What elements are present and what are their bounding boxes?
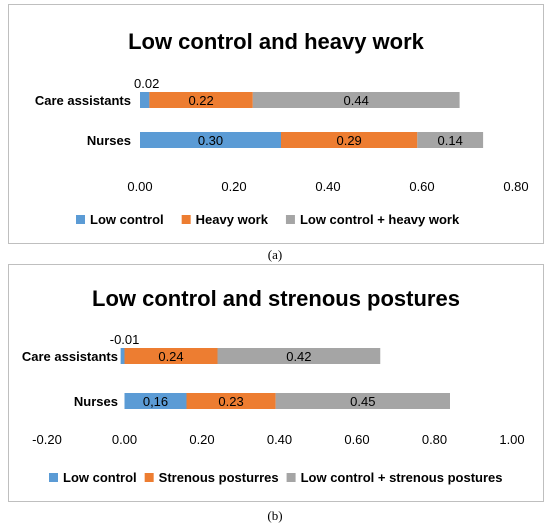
legend-label: Low control + heavy work	[300, 212, 460, 227]
legend-swatch	[286, 473, 296, 482]
chart-title: Low control and heavy work	[128, 29, 425, 54]
category-label: Nurses	[87, 133, 131, 148]
data-label: 0.14	[438, 133, 463, 148]
x-tick-label: 1.00	[499, 432, 524, 447]
legend-label: Strenous posturres	[159, 470, 279, 485]
chart-title: Low control and strenous postures	[92, 286, 460, 311]
bar-segment	[124, 348, 218, 364]
x-tick-label: 0.60	[344, 432, 369, 447]
caption-b: (b)	[267, 508, 283, 523]
bar-segment	[275, 393, 450, 409]
data-label: 0.22	[188, 93, 213, 108]
x-tick-label: 0.00	[112, 432, 137, 447]
bar-segment	[417, 132, 484, 148]
bar-segment	[281, 132, 418, 148]
x-tick-label: 0.20	[221, 179, 246, 194]
x-tick-label: 0.80	[422, 432, 447, 447]
data-label: 0,16	[143, 394, 168, 409]
bar-segment	[120, 348, 125, 364]
x-tick-label: 0.40	[267, 432, 292, 447]
x-tick-label: 0.20	[189, 432, 214, 447]
x-tick-label: 0.40	[315, 179, 340, 194]
caption-a: (a)	[267, 247, 283, 262]
bar-segment	[217, 348, 381, 364]
bar-segment	[140, 132, 281, 148]
x-tick-label: -0.20	[32, 432, 62, 447]
chart-a-svg: Low control and heavy work 0.00 0.20 0.40 0.…	[35, 29, 529, 227]
bar-segment	[140, 92, 150, 108]
x-tick-label: 0.60	[409, 179, 434, 194]
legend-swatch	[76, 215, 85, 224]
x-tick-label: 0.80	[503, 179, 528, 194]
data-label: 0.29	[336, 133, 361, 148]
chart-panel-b: Low control and strenous postures -0.20 0.…	[8, 264, 544, 502]
legend-label: Low control + strenous postures	[301, 470, 503, 485]
legend-swatch	[285, 215, 295, 224]
data-label: -0.01	[110, 332, 140, 347]
legend-swatch	[144, 473, 154, 482]
legend-label: Low control	[90, 212, 164, 227]
bar-segment	[149, 92, 253, 108]
category-label: Care assistants	[35, 93, 131, 108]
bar-segment	[186, 393, 276, 409]
data-label: 0.42	[286, 349, 311, 364]
legend-label: Low control	[63, 470, 137, 485]
category-label: Care assistants	[22, 349, 118, 364]
category-label: Nurses	[74, 394, 118, 409]
data-label: 0.24	[158, 349, 183, 364]
bar-segment	[252, 92, 460, 108]
chart-panel-a: Low control and heavy work 0.00 0.20 0.40 0.…	[8, 4, 544, 244]
x-tick-label: 0.00	[127, 179, 152, 194]
data-label: 0.45	[350, 394, 375, 409]
bar-segment	[124, 393, 187, 409]
legend-swatch	[49, 473, 58, 482]
legend-label: Heavy work	[196, 212, 269, 227]
chart-b-svg: Low control and strenous postures -0.20 0.…	[22, 286, 525, 485]
data-label: 0.02	[134, 76, 159, 91]
legend-swatch	[181, 215, 191, 224]
data-label: 0.30	[198, 133, 223, 148]
data-label: 0.44	[344, 93, 369, 108]
data-label: 0.23	[218, 394, 243, 409]
